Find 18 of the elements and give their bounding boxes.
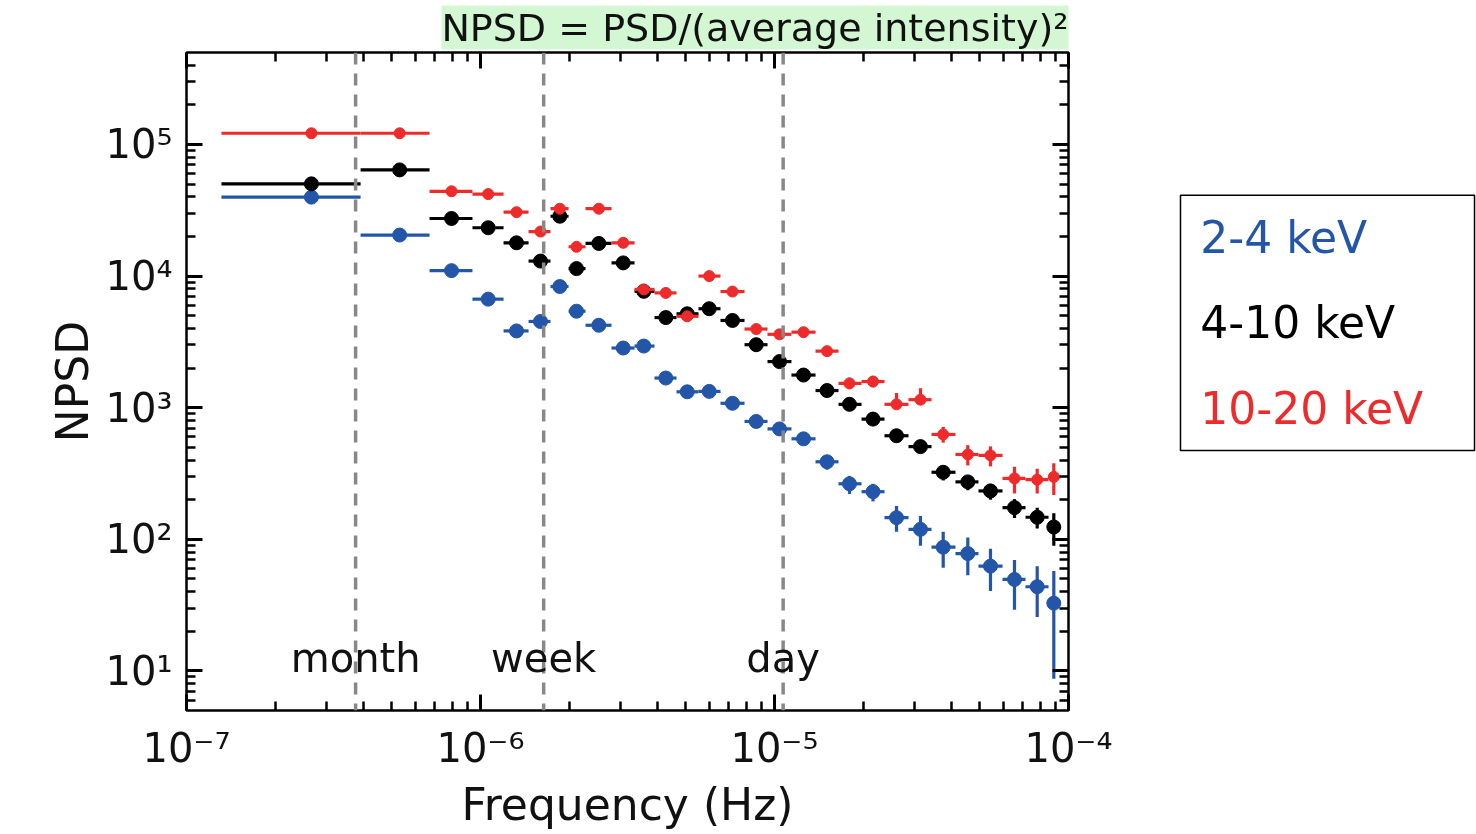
y-tick-label: 10² bbox=[105, 516, 173, 563]
y-tick-label: 10⁵ bbox=[105, 121, 173, 168]
text: NPSD = PSD/(average intensity)² bbox=[441, 5, 1069, 50]
x-axis-title: Frequency (Hz) bbox=[461, 778, 794, 830]
y-tick-label: 10³ bbox=[105, 384, 173, 431]
x-tick-label: 10⁻⁶ bbox=[436, 724, 525, 771]
x-tick-label: 10⁻⁵ bbox=[730, 724, 819, 771]
ref-line-label: day bbox=[746, 634, 820, 681]
y-tick-label: 10¹ bbox=[105, 647, 173, 694]
x-tick-label: 10⁻⁴ bbox=[1024, 724, 1113, 771]
text: 4-10 keV bbox=[1200, 297, 1396, 349]
x-tick-label: 10⁻⁷ bbox=[142, 724, 231, 771]
ref-line-label: week bbox=[491, 634, 598, 681]
text: 10-20 keV bbox=[1200, 382, 1424, 434]
text: 2-4 keV bbox=[1200, 212, 1368, 264]
y-axis-title: NPSD bbox=[46, 320, 98, 443]
y-tick-label: 10⁴ bbox=[105, 253, 173, 300]
ref-line-label: month bbox=[290, 634, 421, 681]
